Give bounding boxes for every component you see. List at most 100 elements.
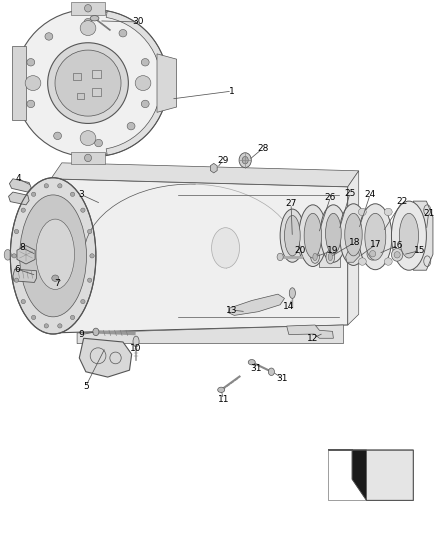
Text: 21: 21 [423, 209, 434, 218]
Ellipse shape [27, 59, 35, 66]
Polygon shape [348, 171, 359, 325]
Ellipse shape [365, 213, 386, 260]
Text: 9: 9 [78, 330, 85, 339]
Ellipse shape [339, 204, 367, 265]
Ellipse shape [135, 76, 151, 91]
Ellipse shape [14, 278, 19, 282]
Ellipse shape [384, 258, 392, 265]
Text: 24: 24 [364, 190, 376, 199]
Ellipse shape [55, 50, 121, 116]
Text: 17: 17 [371, 240, 382, 249]
Ellipse shape [311, 251, 319, 263]
Text: 22: 22 [397, 197, 408, 206]
Ellipse shape [90, 15, 99, 21]
Polygon shape [346, 252, 360, 262]
Ellipse shape [4, 249, 11, 260]
Polygon shape [413, 201, 433, 270]
Ellipse shape [242, 157, 248, 164]
Ellipse shape [127, 123, 135, 130]
Bar [77, 93, 84, 99]
Bar [71, 151, 106, 164]
Ellipse shape [45, 33, 53, 40]
Text: 11: 11 [218, 395, 229, 404]
Ellipse shape [313, 253, 317, 261]
Ellipse shape [88, 229, 92, 233]
Ellipse shape [359, 204, 392, 270]
Ellipse shape [141, 100, 149, 108]
Ellipse shape [14, 229, 19, 233]
Ellipse shape [20, 195, 86, 317]
Text: 29: 29 [218, 156, 229, 165]
Ellipse shape [48, 272, 62, 285]
Ellipse shape [32, 316, 36, 320]
Polygon shape [77, 325, 343, 344]
Ellipse shape [58, 324, 62, 328]
Polygon shape [51, 163, 359, 187]
Polygon shape [17, 246, 35, 264]
Ellipse shape [53, 132, 61, 140]
Text: 13: 13 [226, 305, 238, 314]
Ellipse shape [85, 5, 92, 12]
Ellipse shape [81, 208, 85, 212]
Ellipse shape [392, 201, 426, 270]
Ellipse shape [21, 208, 25, 212]
Polygon shape [51, 179, 348, 333]
Text: 8: 8 [20, 244, 25, 253]
Bar [73, 73, 81, 80]
Ellipse shape [71, 192, 75, 196]
Text: 6: 6 [14, 265, 20, 273]
Polygon shape [352, 450, 367, 500]
Text: 1: 1 [229, 86, 235, 95]
Polygon shape [229, 294, 285, 316]
Ellipse shape [14, 10, 161, 157]
Ellipse shape [239, 153, 251, 167]
Text: 7: 7 [55, 279, 60, 288]
Ellipse shape [80, 131, 96, 146]
Text: 25: 25 [344, 189, 356, 198]
Bar [319, 246, 340, 266]
Ellipse shape [212, 228, 240, 268]
Ellipse shape [44, 184, 49, 188]
Text: 3: 3 [78, 190, 85, 199]
Text: 5: 5 [83, 382, 89, 391]
Ellipse shape [370, 251, 376, 257]
Polygon shape [10, 179, 31, 192]
Bar [92, 70, 101, 78]
Ellipse shape [384, 208, 392, 216]
Text: 19: 19 [327, 246, 338, 255]
Ellipse shape [88, 278, 92, 282]
Ellipse shape [58, 184, 62, 188]
Text: 10: 10 [130, 344, 142, 353]
Polygon shape [210, 164, 217, 173]
Polygon shape [328, 450, 413, 500]
Ellipse shape [345, 213, 362, 256]
Ellipse shape [285, 215, 300, 256]
Text: 16: 16 [392, 241, 404, 250]
Ellipse shape [268, 368, 275, 375]
Ellipse shape [21, 300, 25, 304]
Ellipse shape [320, 205, 346, 262]
Ellipse shape [12, 254, 16, 258]
Ellipse shape [81, 300, 85, 304]
Ellipse shape [328, 253, 332, 261]
Text: 12: 12 [307, 334, 318, 343]
Text: 14: 14 [283, 302, 294, 311]
Polygon shape [9, 192, 29, 205]
Text: 26: 26 [325, 193, 336, 202]
Polygon shape [12, 46, 25, 120]
Ellipse shape [218, 387, 225, 392]
Ellipse shape [304, 213, 321, 258]
Text: 4: 4 [15, 174, 21, 183]
Ellipse shape [85, 154, 92, 161]
Ellipse shape [141, 59, 149, 66]
Text: 20: 20 [294, 246, 305, 255]
Bar [328, 450, 413, 500]
Ellipse shape [325, 213, 341, 254]
Text: 28: 28 [257, 144, 268, 153]
Polygon shape [106, 11, 168, 155]
Polygon shape [13, 269, 36, 282]
Ellipse shape [36, 219, 74, 289]
Ellipse shape [48, 43, 128, 124]
Ellipse shape [11, 177, 96, 334]
Ellipse shape [299, 205, 327, 266]
